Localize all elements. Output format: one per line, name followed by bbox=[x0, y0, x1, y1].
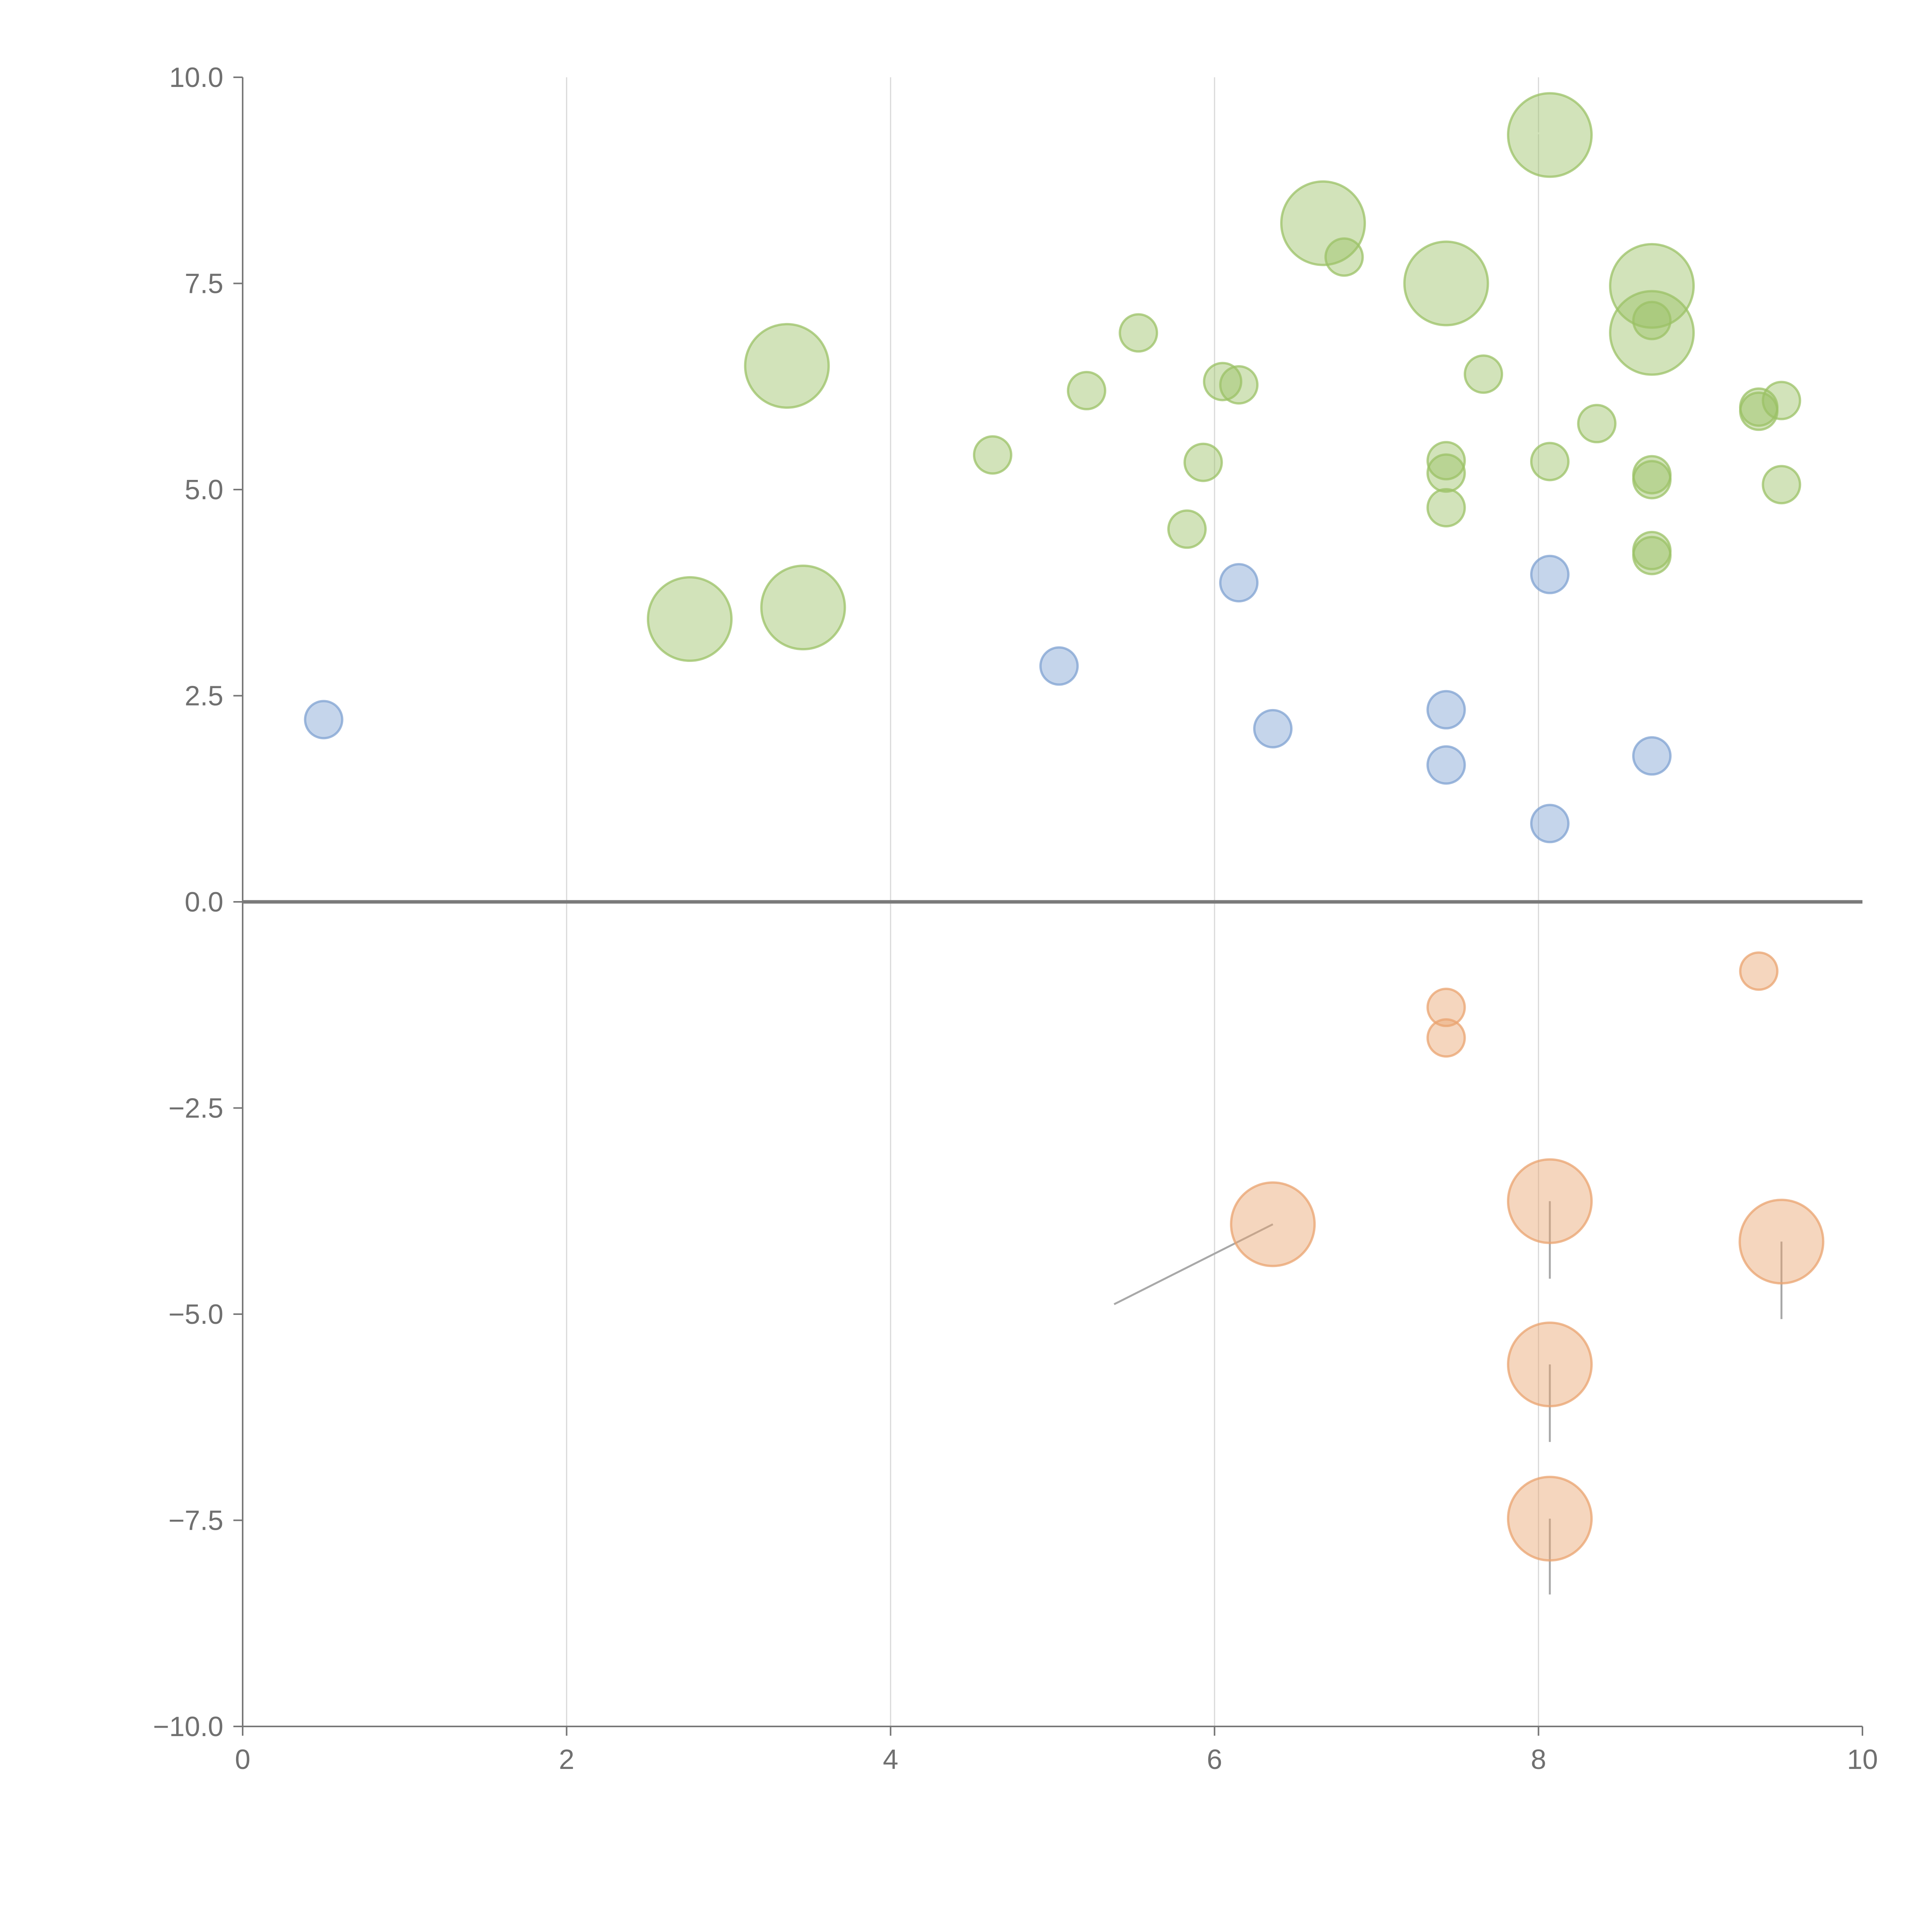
data-point-green bbox=[1464, 354, 1503, 394]
data-point-orange bbox=[1507, 1158, 1593, 1244]
data-point-green bbox=[973, 435, 1012, 475]
data-point-green bbox=[646, 576, 733, 662]
data-point-green bbox=[1403, 240, 1489, 327]
y-tick-label: 10.0 bbox=[169, 62, 223, 93]
data-point-orange bbox=[1230, 1181, 1316, 1267]
y-tick-label: −7.5 bbox=[168, 1505, 223, 1536]
data-point-green bbox=[1203, 362, 1243, 401]
data-point-green bbox=[1507, 92, 1593, 178]
data-point-green bbox=[1609, 243, 1695, 329]
x-tick-label: 0 bbox=[235, 1744, 250, 1775]
leader-line bbox=[689, 618, 723, 625]
data-point-orange bbox=[1739, 951, 1779, 991]
leader-line bbox=[1114, 1223, 1274, 1305]
data-point-blue bbox=[1039, 646, 1079, 686]
tick-label-layer: 0 2 4 6 8 10 10.0 7.5 5.0 2.5 0.0 −2.5 −5.0 −7.5 −10.0 bbox=[153, 62, 1878, 1775]
x-tick-label: 10 bbox=[1847, 1744, 1878, 1775]
data-point-orange bbox=[1426, 988, 1466, 1027]
y-tick-label: −5.0 bbox=[168, 1299, 223, 1330]
data-point-blue bbox=[1530, 554, 1570, 594]
data-point-orange bbox=[1507, 1321, 1593, 1408]
x-tick-label: 4 bbox=[883, 1744, 898, 1775]
y-tick-label: 2.5 bbox=[185, 681, 223, 712]
leader-line bbox=[1522, 130, 1550, 136]
data-point-green bbox=[1609, 290, 1695, 376]
data-point-green bbox=[1426, 488, 1466, 527]
x-tick-label: 8 bbox=[1531, 1744, 1546, 1775]
data-point-blue bbox=[1426, 745, 1466, 785]
leader-line bbox=[1651, 332, 1661, 362]
y-tick-label: 7.5 bbox=[185, 269, 223, 299]
leader-line bbox=[803, 589, 830, 609]
data-point-green bbox=[1324, 237, 1364, 277]
leader-line bbox=[1651, 264, 1679, 287]
data-point-orange bbox=[1738, 1199, 1825, 1285]
data-point-green bbox=[1167, 509, 1207, 549]
data-point-blue bbox=[1219, 563, 1259, 603]
data-point-orange bbox=[1507, 1476, 1593, 1562]
data-point-green bbox=[1632, 460, 1672, 500]
data-point-blue bbox=[304, 700, 344, 740]
data-point-green bbox=[1762, 465, 1801, 505]
y-tick-label: 0.0 bbox=[185, 887, 223, 918]
data-point-green bbox=[1739, 391, 1779, 431]
data-point-green bbox=[1762, 381, 1801, 420]
leader-line-layer bbox=[689, 130, 1782, 1595]
data-point-green bbox=[1119, 313, 1158, 353]
data-point-layer bbox=[304, 92, 1825, 1562]
data-point-blue bbox=[1530, 804, 1570, 844]
data-point-blue bbox=[1426, 690, 1466, 730]
data-point-green bbox=[1632, 536, 1672, 575]
data-point-green bbox=[744, 323, 830, 409]
data-point-green bbox=[1632, 301, 1672, 340]
data-point-orange bbox=[1426, 1018, 1466, 1058]
data-point-green bbox=[760, 565, 846, 651]
data-point-green bbox=[1280, 180, 1366, 266]
data-point-green bbox=[1183, 442, 1223, 482]
data-point-blue bbox=[1632, 736, 1672, 776]
data-point-green bbox=[1577, 404, 1617, 444]
data-point-blue bbox=[1253, 709, 1293, 748]
data-point-green bbox=[1426, 453, 1466, 493]
y-tick-label: −2.5 bbox=[168, 1093, 223, 1124]
data-point-green bbox=[1426, 441, 1466, 481]
data-point-green bbox=[1530, 442, 1570, 481]
y-tick-label: 5.0 bbox=[185, 474, 223, 505]
axis-layer bbox=[233, 77, 1863, 1736]
leader-line bbox=[1306, 208, 1324, 224]
y-tick-label: −10.0 bbox=[153, 1711, 223, 1742]
x-tick-label: 6 bbox=[1207, 1744, 1222, 1775]
x-tick-label: 2 bbox=[559, 1744, 574, 1775]
data-point-green bbox=[1219, 365, 1259, 405]
data-point-green bbox=[1067, 371, 1107, 410]
